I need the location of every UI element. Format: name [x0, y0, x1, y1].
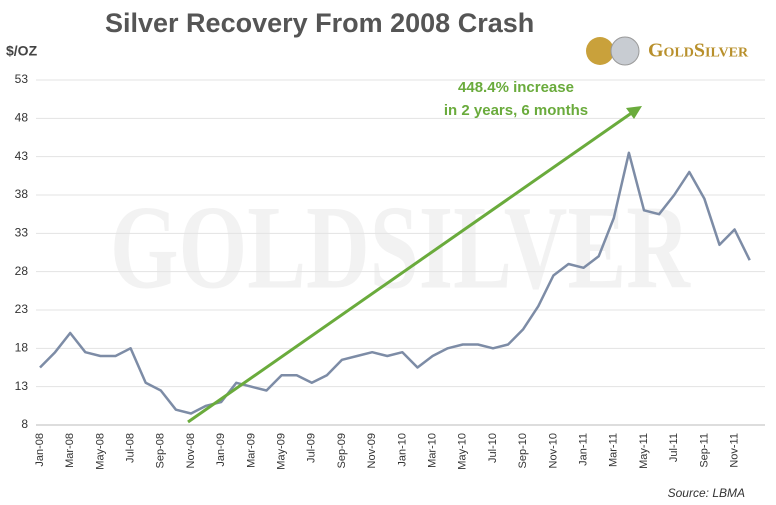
watermark: GOLDSILVER — [110, 181, 691, 314]
silver-coin — [610, 36, 640, 66]
y-tick-label: 8 — [21, 417, 28, 431]
x-tick-label: Sep-08 — [155, 433, 167, 468]
x-tick-label: Sep-10 — [517, 433, 529, 468]
annotation: 448.4% increase — [458, 79, 574, 96]
x-tick-label: Jul-11 — [668, 433, 680, 462]
x-tick-label: Sep-11 — [698, 433, 710, 468]
y-tick-label: 48 — [15, 111, 29, 125]
trend-arrow — [187, 110, 634, 424]
y-tick-label: 38 — [15, 187, 29, 201]
x-tick-label: Sep-09 — [336, 433, 348, 468]
x-tick-label: Jul-10 — [487, 433, 499, 463]
x-tick-label: Mar-11 — [608, 433, 620, 467]
y-tick-label: 28 — [15, 264, 29, 278]
y-tick-label: 13 — [15, 379, 29, 393]
x-tick-label: Jan-11 — [578, 433, 590, 466]
annotation: in 2 years, 6 months — [444, 102, 588, 119]
logo: GoldSilver — [586, 36, 749, 66]
gold-coin — [586, 37, 614, 65]
x-tick-label: Nov-10 — [547, 433, 559, 468]
x-tick-label: May-09 — [276, 433, 288, 470]
y-tick-label: 18 — [15, 341, 29, 355]
y-tick-label: 53 — [15, 72, 29, 86]
x-tick-label: May-10 — [457, 433, 469, 470]
y-axis-label: $/OZ — [6, 43, 38, 59]
source: Source: LBMA — [668, 486, 745, 500]
x-tick-label: Jul-08 — [125, 433, 137, 463]
x-tick-label: Nov-09 — [366, 433, 378, 468]
x-tick-label: Jan-09 — [215, 433, 227, 467]
x-tick-label: Mar-09 — [245, 433, 257, 468]
x-tick-label: May-11 — [638, 433, 650, 469]
y-tick-label: 33 — [15, 226, 29, 240]
x-tick-label: Jul-09 — [306, 433, 318, 463]
arrow-head — [626, 106, 642, 119]
x-tick-label: Mar-10 — [427, 433, 439, 468]
y-tick-label: 43 — [15, 149, 29, 163]
x-tick-label: Jan-08 — [34, 433, 46, 467]
chart-title: Silver Recovery From 2008 Crash — [105, 8, 534, 38]
x-tick-label: Mar-08 — [64, 433, 76, 468]
x-tick-label: Nov-11 — [729, 433, 741, 468]
x-tick-label: Jan-10 — [396, 433, 408, 467]
x-tick-label: Nov-08 — [185, 433, 197, 468]
y-tick-label: 23 — [15, 302, 29, 316]
x-tick-label: May-08 — [94, 433, 106, 470]
price-line — [39, 151, 751, 415]
logo-text: GoldSilver — [648, 40, 749, 62]
